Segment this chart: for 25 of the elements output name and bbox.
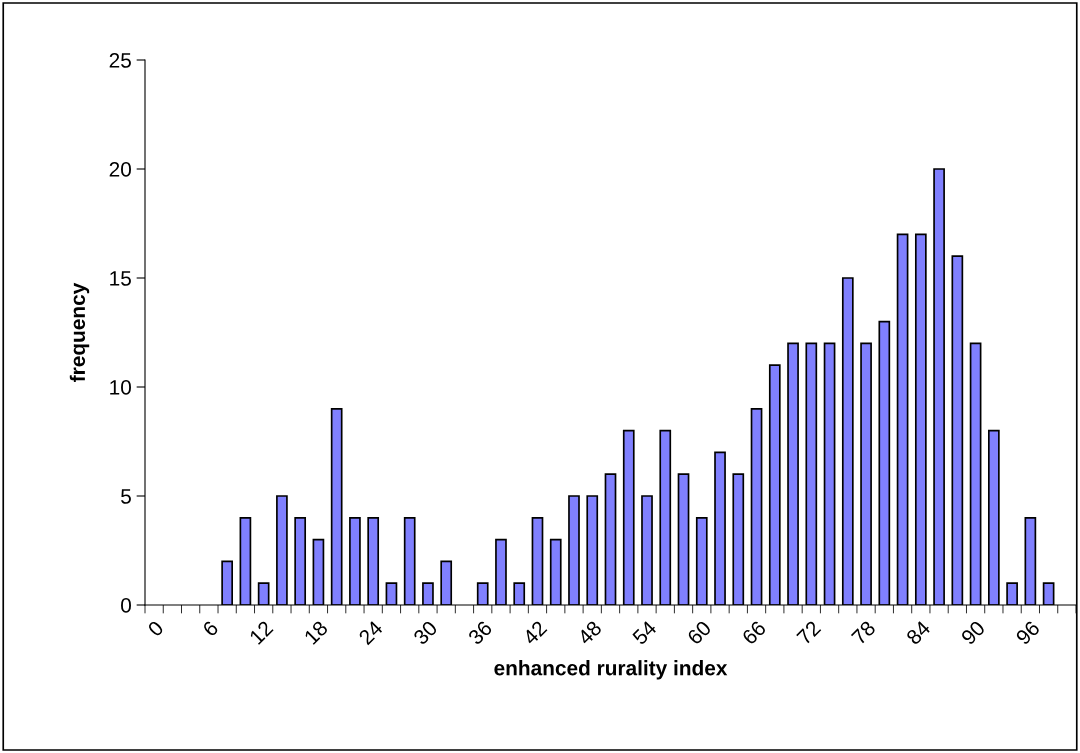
x-tick-label: 30	[412, 619, 439, 646]
x-axis-title: enhanced rurality index	[494, 660, 728, 680]
x-tick-label: 6	[201, 619, 220, 638]
x-tick-label: 78	[850, 619, 877, 646]
x-tick-label: 66	[741, 619, 767, 646]
x-tick-label: 72	[796, 620, 822, 646]
x-tick-label: 24	[357, 619, 384, 646]
x-tick-label: 96	[1015, 619, 1041, 646]
x-tick-label: 48	[576, 619, 603, 646]
x-tick-label: 60	[686, 619, 713, 646]
y-tick-label: 15	[110, 271, 131, 286]
x-tick-label: 12	[248, 620, 274, 645]
y-tick-label: 25	[109, 53, 131, 68]
x-tick-label: 84	[905, 619, 932, 646]
x-tick-label: 42	[521, 620, 548, 646]
y-tick-label: 20	[109, 162, 131, 177]
y-tick-label: 5	[121, 489, 131, 504]
x-tick-label: 18	[303, 619, 329, 645]
x-tick-label: 90	[960, 619, 986, 646]
y-tick-label: 10	[110, 380, 131, 395]
x-tick-label: 36	[467, 619, 493, 646]
x-tick-label: 0	[146, 619, 165, 638]
x-tick-label: 54	[631, 619, 658, 646]
y-tick-label: 0	[121, 598, 131, 613]
y-axis-title: frequency	[69, 282, 90, 382]
